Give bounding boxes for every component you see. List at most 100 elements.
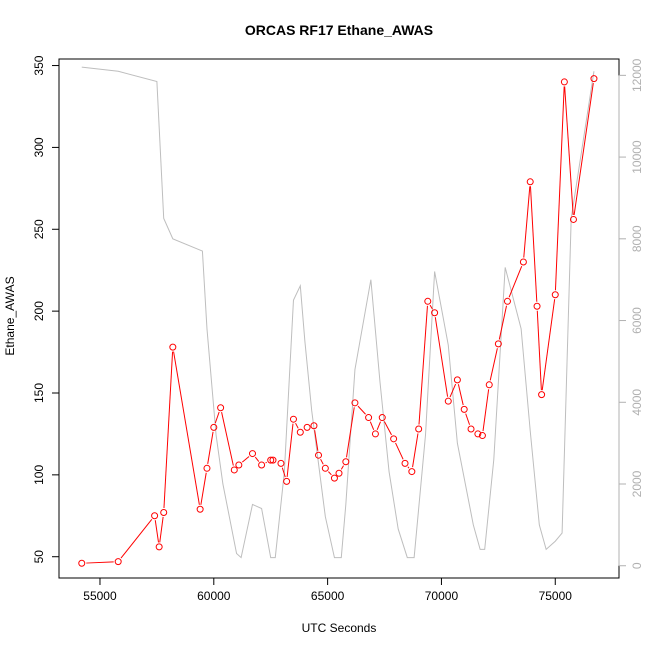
data-point	[169, 343, 177, 351]
data-point	[467, 425, 475, 433]
series-segment	[376, 421, 381, 430]
series-segment	[508, 265, 523, 298]
y-tick-label: 50	[32, 550, 46, 564]
series-segment	[523, 186, 531, 258]
series-segment	[281, 467, 286, 478]
data-point	[330, 474, 338, 482]
data-point	[485, 381, 493, 389]
data-point	[310, 422, 318, 430]
series-segment	[465, 413, 471, 425]
series-segment	[536, 310, 542, 391]
series-segment	[383, 421, 392, 436]
data-point	[114, 558, 122, 566]
series-segment	[295, 422, 299, 429]
series-segment	[529, 186, 538, 302]
data-point	[248, 450, 256, 458]
data-point	[390, 435, 398, 443]
x-tick-label: 55000	[83, 589, 117, 603]
x-tick-label: 70000	[425, 589, 459, 603]
plot-frame	[58, 58, 620, 579]
data-point	[315, 451, 323, 459]
data-point	[258, 461, 266, 469]
data-point	[203, 464, 211, 472]
y-tick-label: 350	[32, 55, 46, 75]
series-segment	[482, 389, 490, 432]
series-segment	[159, 516, 164, 543]
series-segment	[214, 411, 220, 424]
data-point	[267, 456, 275, 464]
data-point	[351, 399, 359, 407]
data-point	[408, 468, 416, 476]
data-point	[551, 291, 559, 299]
y-axis: 50 100 150 200 250 300 350	[32, 55, 60, 564]
data-point	[155, 543, 163, 551]
y-tick-label: 300	[32, 137, 46, 157]
series-segment	[265, 461, 267, 464]
series-segment	[434, 317, 449, 397]
series-segment	[340, 465, 344, 470]
data-point	[444, 397, 452, 405]
series-segment	[395, 442, 404, 460]
series-segment	[429, 304, 433, 310]
data-point	[415, 425, 423, 433]
data-point	[342, 458, 350, 466]
data-point	[365, 414, 373, 422]
y-axis-label: Ethane_AWAS	[3, 276, 17, 355]
x-axis: 55000 60000 65000 70000 75000	[83, 577, 573, 603]
data-point	[569, 215, 577, 223]
data-point	[277, 459, 285, 467]
data-point	[160, 509, 168, 517]
data-point	[378, 414, 386, 422]
data-point	[151, 512, 159, 520]
data-point	[460, 405, 468, 413]
series-segment	[163, 351, 174, 509]
data-point	[474, 430, 482, 438]
x-tick-label: 60000	[197, 589, 231, 603]
y2-tick-label: 0	[630, 562, 644, 569]
y-tick-label: 150	[32, 383, 46, 403]
series-segment	[457, 384, 464, 406]
y2-tick-label: 6000	[630, 307, 644, 334]
y-tick-label: 100	[32, 465, 46, 485]
series-segment	[554, 86, 565, 291]
data-point	[371, 430, 379, 438]
series-layer	[78, 66, 598, 567]
data-point	[478, 432, 486, 440]
series-segment	[314, 430, 319, 451]
data-point	[533, 302, 541, 310]
data-point	[431, 309, 439, 317]
series-segment	[207, 431, 214, 464]
series-segment	[320, 458, 324, 465]
data-point	[289, 415, 297, 423]
series-segment	[154, 520, 160, 543]
series-segment	[200, 472, 207, 505]
x-axis-label: UTC Seconds	[302, 621, 377, 635]
series-segment	[173, 351, 200, 505]
data-point	[235, 461, 243, 469]
y2-tick-label: 8000	[630, 225, 644, 252]
data-point	[560, 78, 568, 86]
data-point	[424, 297, 432, 305]
data-point	[401, 459, 409, 467]
y-tick-label: 250	[32, 219, 46, 239]
data-point	[526, 178, 534, 186]
data-point	[453, 376, 461, 384]
series-segment	[120, 518, 153, 559]
series-segment	[241, 456, 250, 463]
series-segment	[221, 412, 234, 466]
y2-tick-label: 4000	[630, 389, 644, 416]
x-tick-label: 75000	[539, 589, 573, 603]
data-point	[503, 297, 511, 305]
data-point	[494, 340, 502, 348]
series-segment	[369, 421, 375, 430]
series-segment	[412, 433, 419, 468]
series-segment	[541, 299, 556, 391]
data-point	[335, 469, 343, 477]
series-segment	[407, 466, 410, 469]
data-point	[217, 404, 225, 412]
series-segment	[86, 561, 114, 564]
data-point	[196, 505, 204, 513]
data-point	[321, 464, 329, 472]
data-point	[296, 428, 304, 436]
